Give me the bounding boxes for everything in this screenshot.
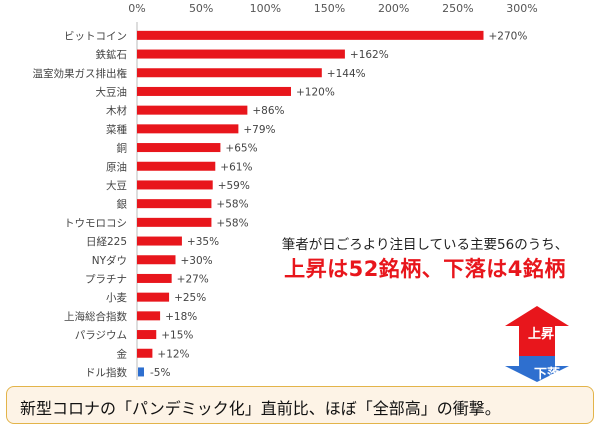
value-label: +30% xyxy=(181,255,213,267)
value-label: +270% xyxy=(489,30,528,42)
x-tick-label: 300% xyxy=(506,2,537,15)
x-tick-label: 0% xyxy=(128,2,145,15)
up-arrow-icon xyxy=(505,306,569,356)
value-label: +58% xyxy=(216,217,248,229)
bar xyxy=(137,105,248,115)
value-label: +59% xyxy=(218,180,250,192)
bar xyxy=(137,348,153,358)
bar xyxy=(137,311,161,321)
category-label: 鉄鉱石 xyxy=(96,48,128,61)
value-label: +18% xyxy=(165,311,197,323)
x-tick-label: 250% xyxy=(442,2,473,15)
bar xyxy=(137,143,221,153)
annotation-line2: 上昇は52銘柄、下落は4銘柄 xyxy=(284,257,566,281)
value-label: +79% xyxy=(243,124,275,136)
value-label: +61% xyxy=(220,161,252,173)
footer-box xyxy=(6,386,594,424)
bar xyxy=(137,255,176,265)
category-label: 大豆 xyxy=(106,179,127,192)
up-label: 上昇 xyxy=(528,327,555,342)
footer-text: 新型コロナの「パンデミック化」直前比、ほぼ「全部高」の衝撃。 xyxy=(20,399,501,418)
x-tick-label: 200% xyxy=(378,2,409,15)
bar xyxy=(137,273,172,283)
category-label: ドル指数 xyxy=(85,366,127,379)
bar xyxy=(137,49,345,59)
category-label: プラチナ xyxy=(85,273,127,285)
category-label: パラジウム xyxy=(75,330,127,342)
category-label: 木材 xyxy=(106,104,127,117)
value-label: +162% xyxy=(350,49,389,61)
bar xyxy=(137,199,212,209)
value-label: +12% xyxy=(157,348,189,360)
category-label: 小麦 xyxy=(106,292,127,304)
value-label: +65% xyxy=(225,143,257,155)
bar xyxy=(137,30,484,40)
category-label: 銀 xyxy=(117,198,128,211)
value-label: +25% xyxy=(174,292,206,304)
category-label: 銅 xyxy=(117,142,128,155)
category-label: 原油 xyxy=(106,160,127,173)
category-label: 日経225 xyxy=(86,235,127,248)
value-label: +144% xyxy=(327,68,366,80)
bar xyxy=(138,367,144,377)
value-label: +35% xyxy=(187,236,219,248)
bar xyxy=(137,330,157,340)
category-label: 菜種 xyxy=(106,123,127,136)
down-arrow-icon xyxy=(505,356,569,382)
x-tick-label: 50% xyxy=(189,2,213,15)
x-tick-label: 150% xyxy=(314,2,345,15)
category-label: 上海総合指数 xyxy=(64,310,127,323)
bar xyxy=(137,124,239,134)
category-label: 金 xyxy=(117,347,128,360)
value-label: +86% xyxy=(252,105,284,117)
bar xyxy=(137,86,291,96)
category-label: ビットコイン xyxy=(64,30,127,42)
value-label: +120% xyxy=(296,86,335,98)
category-label: トウモロコシ xyxy=(64,217,127,229)
bar xyxy=(137,217,212,227)
value-label: +15% xyxy=(161,330,193,342)
category-label: NYダウ xyxy=(92,254,127,267)
category-label: 大豆油 xyxy=(96,85,128,98)
category-label: 温室効果ガス排出権 xyxy=(33,67,128,80)
bar xyxy=(137,292,170,302)
value-label: -5% xyxy=(150,367,170,379)
value-label: +58% xyxy=(216,199,248,211)
value-label: +27% xyxy=(177,273,209,285)
annotation-line1: 筆者が日ごろより注目している主要56のうち、 xyxy=(281,237,569,253)
bar xyxy=(137,180,213,190)
bar xyxy=(137,68,322,78)
bar xyxy=(137,236,182,246)
x-tick-label: 100% xyxy=(250,2,281,15)
bar-chart: 0% 50% 100% 150% 200% 250% 300% ビットコイン +270% 鉄鉱石 +… xyxy=(33,2,538,380)
bar xyxy=(137,161,216,171)
down-label: 下落 xyxy=(534,367,561,382)
